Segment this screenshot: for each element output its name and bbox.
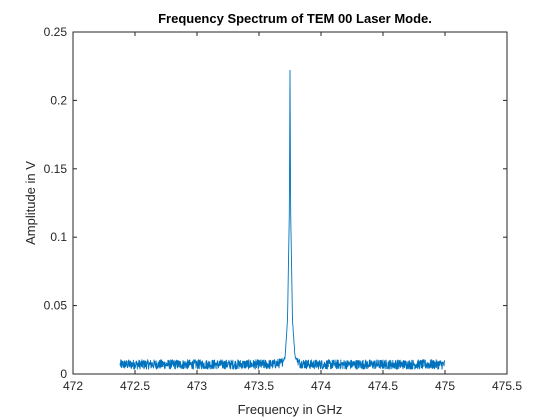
x-tick-label: 473 [187,379,207,393]
x-tick-label: 472 [63,379,83,393]
y-tick-label: 0 [60,367,67,381]
x-axis: 472 472.5 473 473.5 474 474.5 475 475.5 [63,32,522,393]
x-tick-label: 472.5 [120,379,150,393]
x-tick-label: 475 [435,379,455,393]
x-tick-label: 475.5 [492,379,522,393]
y-tick-label: 0.25 [44,25,68,39]
chart-title: Frequency Spectrum of TEM 00 Laser Mode. [158,11,432,26]
y-axis-label: Amplitude in V [23,161,38,245]
y-tick-label: 0.2 [50,93,67,107]
y-tick-label: 0.15 [44,162,68,176]
y-axis: 0 0.05 0.1 0.15 0.2 0.25 [44,25,507,381]
series-layer [119,69,446,370]
y-tick-label: 0.1 [50,230,67,244]
series-line-0 [119,69,446,370]
x-tick-label: 474 [311,379,331,393]
y-tick-label: 0.05 [44,299,68,313]
x-tick-label: 474.5 [368,379,398,393]
x-tick-label: 473.5 [244,379,274,393]
x-axis-label: Frequency in GHz [238,402,343,417]
